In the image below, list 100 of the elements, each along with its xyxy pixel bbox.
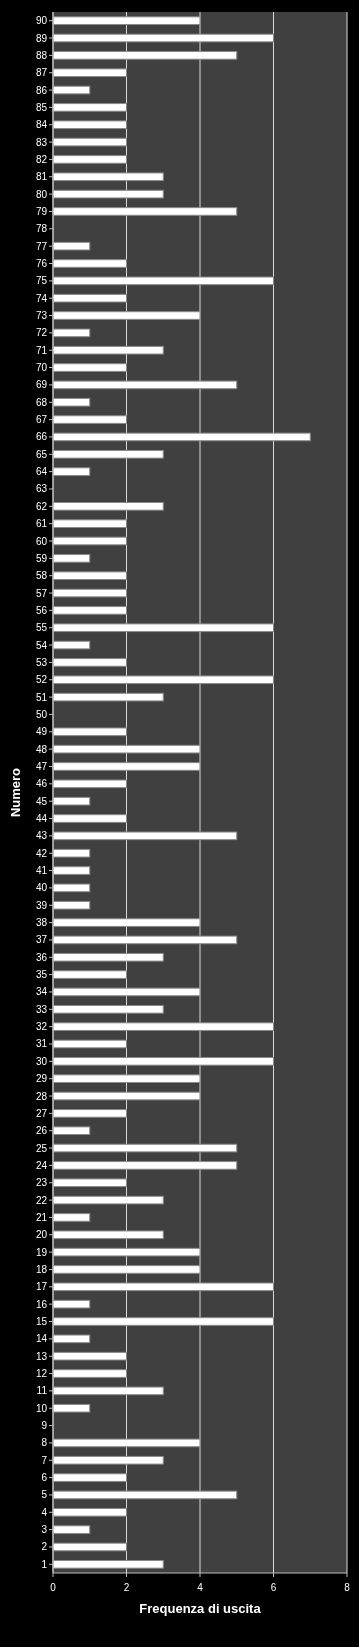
bar xyxy=(52,588,127,598)
y-tick-label: 42 xyxy=(35,847,48,859)
bar xyxy=(52,1317,274,1326)
bar xyxy=(52,519,127,528)
y-tick-label: 53 xyxy=(35,656,48,668)
y-tick-label: 72 xyxy=(35,327,48,339)
bar xyxy=(52,536,127,546)
bar xyxy=(52,658,127,667)
bar xyxy=(52,311,201,320)
y-tick-label: 21 xyxy=(35,1211,48,1223)
y-tick-label: 58 xyxy=(35,570,48,582)
y-tick-label: 26 xyxy=(35,1125,48,1137)
bar xyxy=(52,1195,164,1205)
y-tick-label: 39 xyxy=(35,899,48,911)
bar xyxy=(52,363,127,372)
bar xyxy=(52,120,127,130)
bar xyxy=(52,449,164,459)
y-tick-label: 8 xyxy=(41,1437,48,1449)
bar xyxy=(52,1265,201,1274)
y-tick-label: 25 xyxy=(35,1142,48,1154)
bar xyxy=(52,831,238,841)
bar xyxy=(52,259,127,268)
y-tick-label: 63 xyxy=(35,483,48,495)
y-tick-label: 45 xyxy=(35,795,48,807)
y-tick-label: 80 xyxy=(35,188,48,200)
y-tick-label: 77 xyxy=(35,240,48,252)
y-tick-label: 43 xyxy=(35,830,48,842)
y-tick-label: 69 xyxy=(35,379,48,391)
y-tick-label: 75 xyxy=(35,275,48,287)
bar xyxy=(52,155,127,164)
y-tick-label: 82 xyxy=(35,153,48,165)
y-tick-label: 24 xyxy=(35,1159,48,1171)
x-tick-label: 8 xyxy=(344,1582,351,1593)
y-tick-label: 54 xyxy=(35,639,48,651)
y-tick-label: 56 xyxy=(35,604,48,616)
bar xyxy=(52,207,238,216)
bar xyxy=(52,293,127,303)
bar xyxy=(52,1560,164,1569)
y-tick-label: 1 xyxy=(41,1558,48,1570)
bar xyxy=(52,675,274,685)
y-tick-label: 70 xyxy=(35,362,48,374)
bar xyxy=(52,1230,164,1240)
y-tick-label: 46 xyxy=(35,778,48,790)
bar xyxy=(52,1161,238,1170)
bar xyxy=(52,727,127,737)
bar xyxy=(52,900,91,910)
y-tick-label: 89 xyxy=(35,32,48,44)
bar xyxy=(52,848,91,858)
y-tick-label: 88 xyxy=(35,49,48,61)
bar xyxy=(52,796,91,806)
y-tick-label: 85 xyxy=(35,101,48,113)
y-tick-label: 15 xyxy=(35,1316,48,1328)
y-tick-label: 12 xyxy=(35,1368,48,1380)
x-tick-label: 4 xyxy=(197,1582,204,1593)
y-tick-label: 10 xyxy=(35,1402,48,1414)
bar xyxy=(52,1351,127,1361)
bar xyxy=(52,1403,91,1413)
y-tick-label: 49 xyxy=(35,726,48,738)
bar xyxy=(52,866,91,875)
bar xyxy=(52,1022,274,1031)
y-tick-label: 86 xyxy=(35,84,48,96)
bar xyxy=(52,814,127,823)
y-tick-label: 90 xyxy=(35,15,48,27)
y-tick-label: 79 xyxy=(35,205,48,217)
bar xyxy=(52,68,127,78)
bar xyxy=(52,1109,127,1118)
bar xyxy=(52,1143,238,1153)
bar xyxy=(52,779,127,789)
y-tick-label: 78 xyxy=(35,223,48,235)
y-tick-label: 65 xyxy=(35,448,48,460)
y-tick-label: 32 xyxy=(35,1021,48,1033)
y-tick-label: 52 xyxy=(35,674,48,686)
y-tick-label: 59 xyxy=(35,552,48,564)
bar xyxy=(52,1178,127,1188)
bar xyxy=(52,1525,91,1534)
y-tick-label: 11 xyxy=(36,1385,48,1397)
y-tick-label: 44 xyxy=(35,813,48,825)
bar xyxy=(52,1490,238,1500)
y-axis-title: Numero xyxy=(8,767,23,818)
y-tick-label: 9 xyxy=(41,1420,48,1432)
bar xyxy=(52,328,91,338)
bar xyxy=(52,276,274,286)
bar xyxy=(52,1004,164,1014)
bar xyxy=(52,1039,127,1049)
bar xyxy=(52,415,127,424)
bar xyxy=(52,571,127,581)
bar xyxy=(52,1213,91,1222)
y-tick-label: 27 xyxy=(35,1107,48,1119)
y-tick-label: 61 xyxy=(35,518,48,530)
y-tick-label: 87 xyxy=(35,67,48,79)
bar xyxy=(52,883,91,893)
y-tick-label: 60 xyxy=(35,535,48,547)
bar xyxy=(52,103,127,112)
y-tick-label: 73 xyxy=(35,310,48,322)
y-tick-label: 84 xyxy=(35,119,48,131)
bar xyxy=(52,623,274,633)
y-tick-label: 28 xyxy=(35,1090,48,1102)
bar xyxy=(52,1334,91,1344)
y-tick-label: 3 xyxy=(41,1524,48,1536)
y-tick-label: 51 xyxy=(35,691,48,703)
